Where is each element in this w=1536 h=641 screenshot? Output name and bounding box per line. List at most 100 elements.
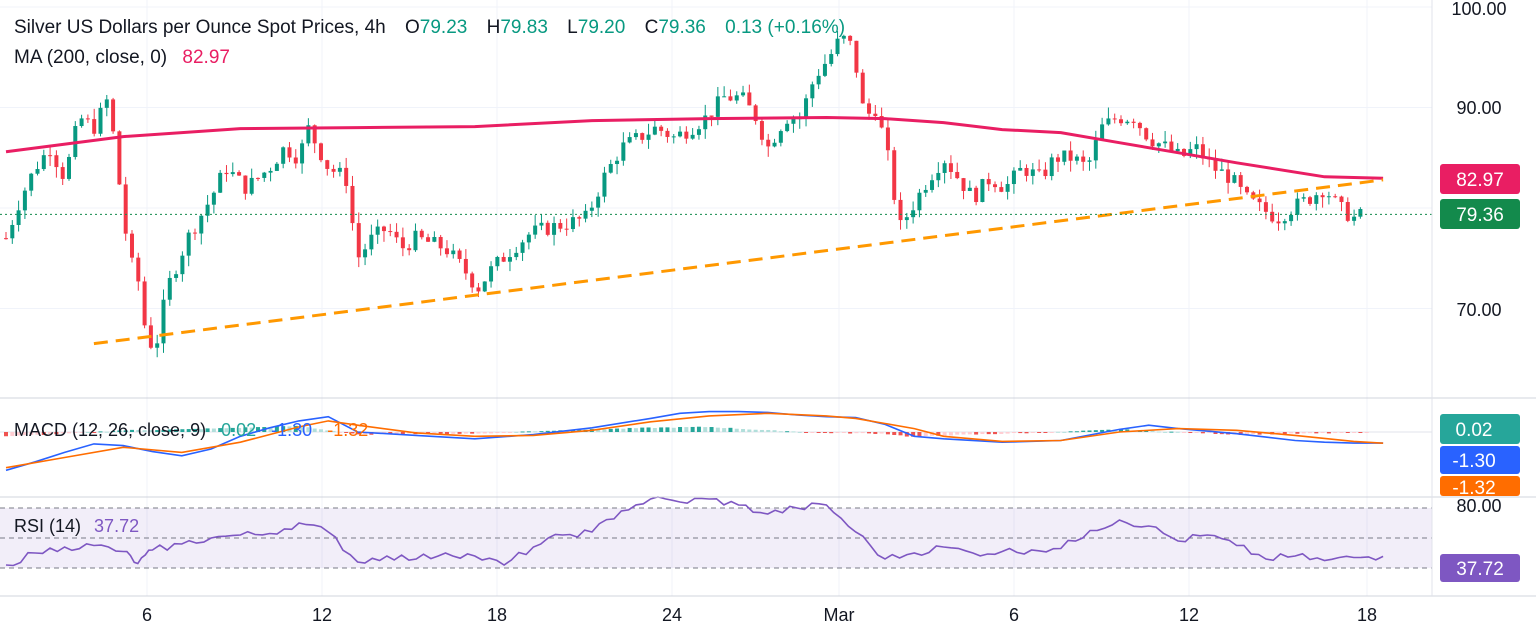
candle-body: [602, 172, 607, 197]
candle-body: [948, 163, 953, 172]
candle-body: [791, 118, 796, 124]
candle-body: [514, 252, 519, 258]
candle-body: [892, 150, 897, 200]
macd-histogram-bar: [1307, 432, 1312, 434]
candle-body: [646, 134, 651, 140]
macd-histogram-bar: [1056, 431, 1061, 433]
candle-body: [237, 172, 242, 176]
macd-histogram-bar: [344, 432, 349, 433]
macd-histogram-bar: [10, 432, 15, 437]
candle-body: [507, 257, 512, 262]
candle-body: [1194, 144, 1199, 150]
macd-histogram-bar: [1282, 432, 1287, 435]
macd-histogram-bar: [1333, 432, 1338, 434]
macd-histogram-bar: [1245, 432, 1250, 435]
candle-body: [1289, 214, 1294, 222]
candle-body: [816, 75, 821, 85]
candle-body: [1112, 118, 1117, 120]
macd-histogram-bar: [1093, 430, 1098, 432]
candle-body: [1049, 157, 1054, 177]
macd-histogram-bar: [1125, 429, 1130, 432]
macd-histogram-bar: [1150, 430, 1155, 432]
macd-legend[interactable]: MACD (12, 26, close, 9) 0.02 -1.30 -1.32: [14, 420, 368, 441]
time-axis[interactable]: 6 12 18 24 Mar 6 12 18: [142, 605, 1377, 625]
macd-histogram-bar: [520, 431, 525, 433]
time-tick-label: 18: [1357, 605, 1377, 625]
macd-histogram-bar: [822, 432, 827, 433]
candle-body: [337, 167, 342, 172]
rsi-badge: 37.72: [1440, 554, 1520, 582]
macd-histogram-bar: [243, 427, 248, 432]
macd-histogram-bar: [1364, 432, 1369, 433]
candle-body: [331, 168, 336, 172]
macd-histogram-bar: [552, 430, 557, 432]
candle-body: [1175, 148, 1180, 152]
macd-histogram-bar: [1074, 431, 1079, 433]
candle-body: [835, 38, 840, 55]
hist-badge: 0.02: [1440, 414, 1520, 444]
candle-body: [98, 107, 103, 134]
candle-body: [596, 196, 601, 208]
candle-body: [1056, 157, 1061, 162]
macd-histogram-bar: [734, 428, 739, 432]
candle-body: [520, 242, 525, 253]
candle-body: [1106, 118, 1111, 125]
macd-histogram-bar: [1320, 432, 1325, 434]
price-tick-label: 70.00: [1456, 300, 1501, 320]
candle-body: [841, 35, 846, 39]
macd-histogram-bar: [917, 432, 922, 437]
macd-histogram-bar: [268, 427, 273, 432]
macd-histogram-bar: [816, 432, 821, 433]
price-tick-label: 90.00: [1456, 98, 1501, 118]
symbol-legend[interactable]: Silver US Dollars per Ounce Spot Prices,…: [14, 17, 845, 39]
macd-histogram-bar: [1188, 432, 1193, 433]
macd-histogram-bar: [1276, 432, 1281, 434]
macd-histogram-bar: [400, 432, 405, 435]
macd-histogram-bar: [312, 428, 317, 432]
candle-body: [766, 139, 771, 147]
candle-body: [1352, 216, 1357, 221]
candle-body: [728, 96, 733, 101]
candle-body: [205, 204, 210, 216]
candle-body: [917, 192, 922, 211]
macd-histogram-bar: [785, 431, 790, 433]
close-value: 79.36: [658, 17, 706, 38]
candle-body: [652, 126, 657, 135]
macd-histogram-bar: [640, 427, 645, 432]
macd-histogram-bar: [35, 432, 40, 435]
candle-body: [369, 234, 374, 250]
macd-histogram-bar: [633, 428, 638, 432]
macd-histogram-bar: [747, 429, 752, 432]
candle-body: [930, 180, 935, 190]
rsi-legend-value: 37.72: [94, 516, 140, 536]
candle-body: [753, 105, 758, 122]
macd-histogram-bar: [117, 430, 122, 432]
macd-histogram-bar: [470, 432, 475, 434]
macd-histogram-bar: [1005, 432, 1010, 434]
macd-histogram-bar: [936, 432, 941, 436]
candle-body: [665, 130, 670, 137]
macd-histogram-bar: [974, 432, 979, 435]
candle-body: [955, 171, 960, 179]
macd-histogram-bar: [848, 432, 853, 434]
macd-histogram-bar: [627, 427, 632, 432]
macd-histogram-bar: [186, 429, 191, 432]
macd-histogram-bar: [22, 432, 27, 436]
macd-histogram-bar: [1119, 429, 1124, 432]
candle-body: [211, 192, 216, 205]
macd-histogram-bar: [274, 426, 279, 432]
macd-legend-label: MACD (12, 26, close, 9): [14, 420, 207, 440]
candle-body: [778, 131, 783, 143]
last-price-badge-text: 79.36: [1456, 205, 1504, 226]
rsi-legend[interactable]: RSI (14) 37.72: [14, 516, 139, 537]
candle-body: [741, 92, 746, 96]
candle-body: [312, 125, 317, 144]
ma-legend[interactable]: MA (200, close, 0) 82.97: [14, 47, 230, 69]
candle-body: [1270, 211, 1275, 222]
macd-histogram-bar: [318, 429, 323, 432]
macd-histogram-bar: [1163, 431, 1168, 433]
price-pane: [0, 31, 1432, 358]
macd-histogram-bar: [1156, 431, 1161, 433]
macd-histogram-bar: [501, 432, 506, 433]
candle-body: [848, 35, 853, 41]
